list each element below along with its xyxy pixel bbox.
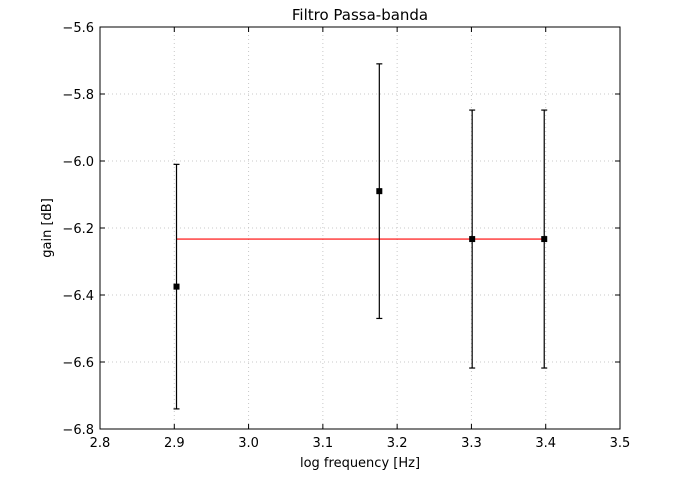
data-point xyxy=(469,236,476,243)
chart-title: Filtro Passa-banda xyxy=(292,6,428,24)
data-point xyxy=(173,283,180,290)
y-tick-label: −5.8 xyxy=(62,88,94,103)
y-axis: −6.8 −6.6 −6.4 −6.2 −6.0 −5.8 −5.6 xyxy=(62,21,620,438)
x-axis-label: log frequency [Hz] xyxy=(300,456,420,471)
x-tick-label: 2.8 xyxy=(90,436,111,451)
x-tick-label: 2.9 xyxy=(164,436,185,451)
x-axis: 2.8 2.9 3.0 3.1 3.2 3.3 3.4 3.5 xyxy=(90,27,631,451)
data-point xyxy=(376,188,383,195)
point-layer xyxy=(173,188,548,290)
x-tick-label: 3.4 xyxy=(535,436,556,451)
y-tick-label: −6.0 xyxy=(62,155,94,170)
y-tick-label: −5.6 xyxy=(62,21,94,36)
x-tick-label: 3.1 xyxy=(313,436,334,451)
data-point xyxy=(541,236,548,243)
x-tick-label: 3.0 xyxy=(238,436,259,451)
x-tick-label: 3.5 xyxy=(610,436,631,451)
y-tick-label: −6.8 xyxy=(62,423,94,438)
x-tick-label: 3.3 xyxy=(461,436,482,451)
x-tick-label: 3.2 xyxy=(387,436,408,451)
y-axis-label: gain [dB] xyxy=(40,198,55,258)
grid xyxy=(100,27,620,429)
y-tick-label: −6.6 xyxy=(62,356,94,371)
y-tick-label: −6.4 xyxy=(62,289,94,304)
y-tick-label: −6.2 xyxy=(62,222,94,237)
